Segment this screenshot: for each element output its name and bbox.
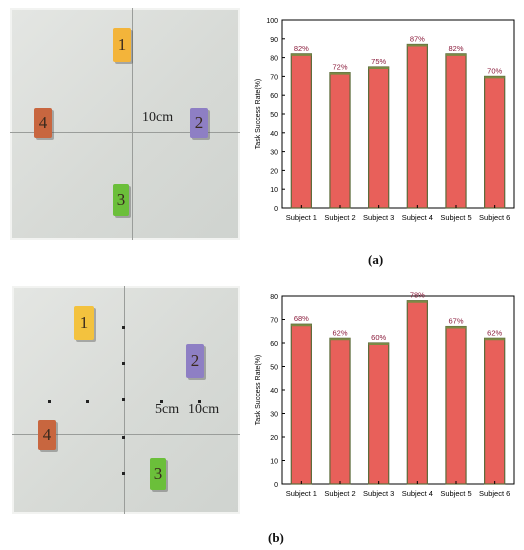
block-1: 1 (113, 28, 131, 62)
y-tick-label: 40 (270, 131, 278, 138)
bar (290, 53, 312, 209)
y-tick-label: 50 (270, 365, 278, 372)
bar (406, 43, 428, 209)
bar (368, 66, 390, 209)
data-label: 67% (448, 317, 463, 326)
marker-dot (122, 326, 125, 329)
y-tick-label: 10 (270, 187, 278, 194)
caption-a: (a) (368, 252, 384, 267)
data-label: 68% (294, 314, 309, 323)
data-label: 60% (371, 333, 386, 342)
y-tick-label: 90 (270, 37, 278, 44)
y-tick-label: 20 (270, 435, 278, 442)
y-tick-label: 10 (270, 459, 278, 466)
bar (329, 337, 351, 485)
y-tick-label: 80 (270, 56, 278, 63)
y-tick-label: 20 (270, 168, 278, 175)
bar (368, 342, 390, 485)
data-label: 78% (410, 291, 425, 300)
marker-dot (48, 400, 51, 403)
y-tick-label: 60 (270, 341, 278, 348)
block-1: 1 (74, 306, 94, 340)
guide-line-horizontal (10, 132, 240, 133)
data-label: 75% (371, 57, 386, 66)
y-tick-label: 70 (270, 74, 278, 81)
caption-b: (b) (268, 530, 284, 545)
x-tick-label: Subject 5 (440, 489, 471, 498)
guide-line-vertical (132, 8, 133, 240)
guide-line-horizontal (12, 434, 240, 435)
x-tick-label: Subject 1 (286, 213, 317, 222)
block-4-label: 4 (42, 425, 52, 444)
distance-label: 10cm (142, 110, 174, 125)
photo-a: 1 2 3 4 10cm (10, 8, 240, 240)
plot-frame (281, 19, 515, 209)
bar (329, 72, 351, 209)
block-4-label: 4 (38, 113, 48, 132)
y-tick-label: 80 (270, 294, 278, 301)
block-3-label: 3 (116, 190, 126, 209)
data-label: 82% (294, 44, 309, 53)
y-tick-label: 70 (270, 318, 278, 325)
marker-dot (122, 472, 125, 475)
marker-dot (160, 400, 163, 403)
bar (290, 323, 312, 485)
bar (445, 53, 467, 209)
x-tick-label: Subject 2 (324, 489, 355, 498)
bar (445, 325, 467, 485)
block-3-label: 3 (153, 464, 163, 483)
bar (484, 337, 506, 485)
bar (406, 300, 428, 485)
data-label: 62% (487, 328, 502, 337)
y-tick-label: 50 (270, 112, 278, 119)
bar-chart-a: 0 10 20 30 40 50 60 70 80 90 100 Task Success Rate(… (255, 18, 515, 222)
x-tick-label: Subject 5 (440, 213, 471, 222)
marker-dot (122, 436, 125, 439)
distance-label-5cm: 5cm (155, 402, 180, 417)
y-tick-label: 60 (270, 93, 278, 100)
block-4: 4 (34, 108, 52, 138)
data-label: 82% (448, 44, 463, 53)
block-2: 2 (190, 108, 208, 138)
x-tick-label: Subject 3 (363, 489, 394, 498)
data-label: 70% (487, 66, 502, 75)
x-tick-label: Subject 2 (324, 213, 355, 222)
x-tick-label: Subject 3 (363, 213, 394, 222)
x-tick-label: Subject 4 (402, 489, 433, 498)
marker-dot (122, 398, 125, 401)
y-tick-label: 0 (274, 482, 278, 489)
data-label: 62% (332, 328, 347, 337)
block-3: 3 (150, 458, 166, 490)
y-tick-label: 0 (274, 206, 278, 213)
marker-dot (86, 400, 89, 403)
x-tick-label: Subject 1 (286, 489, 317, 498)
block-2: 2 (186, 344, 204, 378)
y-axis-label: Task Success Rate(%) (255, 355, 262, 425)
bar (484, 75, 506, 209)
marker-dot (122, 362, 125, 365)
block-1-label: 1 (117, 35, 127, 54)
block-3: 3 (113, 184, 129, 216)
data-label: 72% (332, 63, 347, 72)
block-2-label: 2 (190, 351, 200, 370)
data-label: 87% (410, 34, 425, 43)
y-axis-label: Task Success Rate(%) (255, 79, 262, 149)
distance-label-10cm: 10cm (188, 402, 220, 417)
block-2-label: 2 (194, 113, 204, 132)
y-tick-label: 30 (270, 412, 278, 419)
bar-chart-b: 0 10 20 30 40 50 60 70 80 Task Success Rate(%) 68%… (255, 291, 515, 498)
y-tick-label: 30 (270, 150, 278, 157)
block-4: 4 (38, 420, 56, 450)
y-tick-label: 100 (266, 18, 278, 25)
photo-b: 1 2 3 4 5cm 10cm (12, 286, 240, 514)
block-1-label: 1 (79, 313, 89, 332)
x-tick-label: Subject 6 (479, 489, 510, 498)
y-tick-label: 40 (270, 388, 278, 395)
x-tick-label: Subject 4 (402, 213, 433, 222)
plot-frame (281, 295, 515, 485)
x-tick-label: Subject 6 (479, 213, 510, 222)
marker-dot (198, 400, 201, 403)
